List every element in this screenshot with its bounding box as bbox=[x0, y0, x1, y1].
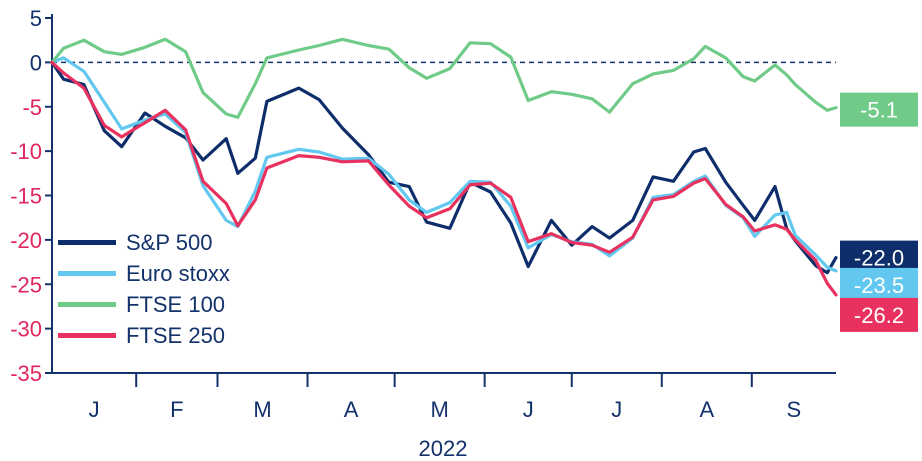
y-tick-label: -10 bbox=[10, 139, 42, 164]
x-tick-label: J bbox=[611, 397, 622, 422]
x-tick-label: A bbox=[699, 397, 714, 422]
y-tick-label: -15 bbox=[10, 184, 42, 209]
end-label-box bbox=[840, 92, 918, 127]
y-tick-label: 0 bbox=[30, 50, 42, 75]
y-tick-label: 5 bbox=[30, 6, 42, 31]
legend-label: FTSE 100 bbox=[126, 292, 225, 317]
x-axis-title: 2022 bbox=[419, 436, 468, 461]
x-tick-label: S bbox=[787, 397, 802, 422]
legend-swatch bbox=[58, 333, 116, 338]
legend-label: FTSE 250 bbox=[126, 323, 225, 348]
x-tick-label: A bbox=[344, 397, 359, 422]
x-tick-label: J bbox=[89, 397, 100, 422]
end-label-value: -26.2 bbox=[854, 303, 904, 328]
x-tick-label: F bbox=[170, 397, 183, 422]
end-label-value: -5.1 bbox=[860, 98, 898, 123]
y-tick-label: -20 bbox=[10, 228, 42, 253]
legend: S&P 500 Euro stoxx FTSE 100 FTSE 250 bbox=[58, 230, 230, 348]
axes-group: 5 0 -5 -10 -15 -20 -25 -30 -35 J F M A M J J A S bbox=[10, 6, 836, 422]
legend-swatch bbox=[58, 271, 116, 276]
x-tick-label: M bbox=[253, 397, 271, 422]
y-tick-label: -5 bbox=[22, 95, 42, 120]
end-labels-group: -5.1 -22.0-23.5 -26.2 bbox=[840, 92, 918, 332]
legend-label: Euro stoxx bbox=[126, 261, 230, 286]
legend-swatch bbox=[58, 240, 116, 245]
legend-swatch bbox=[58, 302, 116, 307]
y-tick-label: -35 bbox=[10, 361, 42, 386]
y-tick-label: -30 bbox=[10, 317, 42, 342]
x-tick-label: J bbox=[523, 397, 534, 422]
series-lines-group bbox=[50, 37, 838, 297]
x-tick-label: M bbox=[430, 397, 448, 422]
end-label-box bbox=[840, 267, 918, 302]
y-tick-label: -25 bbox=[10, 272, 42, 297]
series-line-ftse-100 bbox=[50, 37, 838, 119]
series-line-ftse-250 bbox=[50, 60, 838, 297]
end-label-value: -23.5 bbox=[854, 273, 904, 298]
end-label-box bbox=[840, 297, 918, 332]
legend-label: S&P 500 bbox=[126, 230, 212, 255]
end-label-value: -22.0 bbox=[854, 246, 904, 271]
